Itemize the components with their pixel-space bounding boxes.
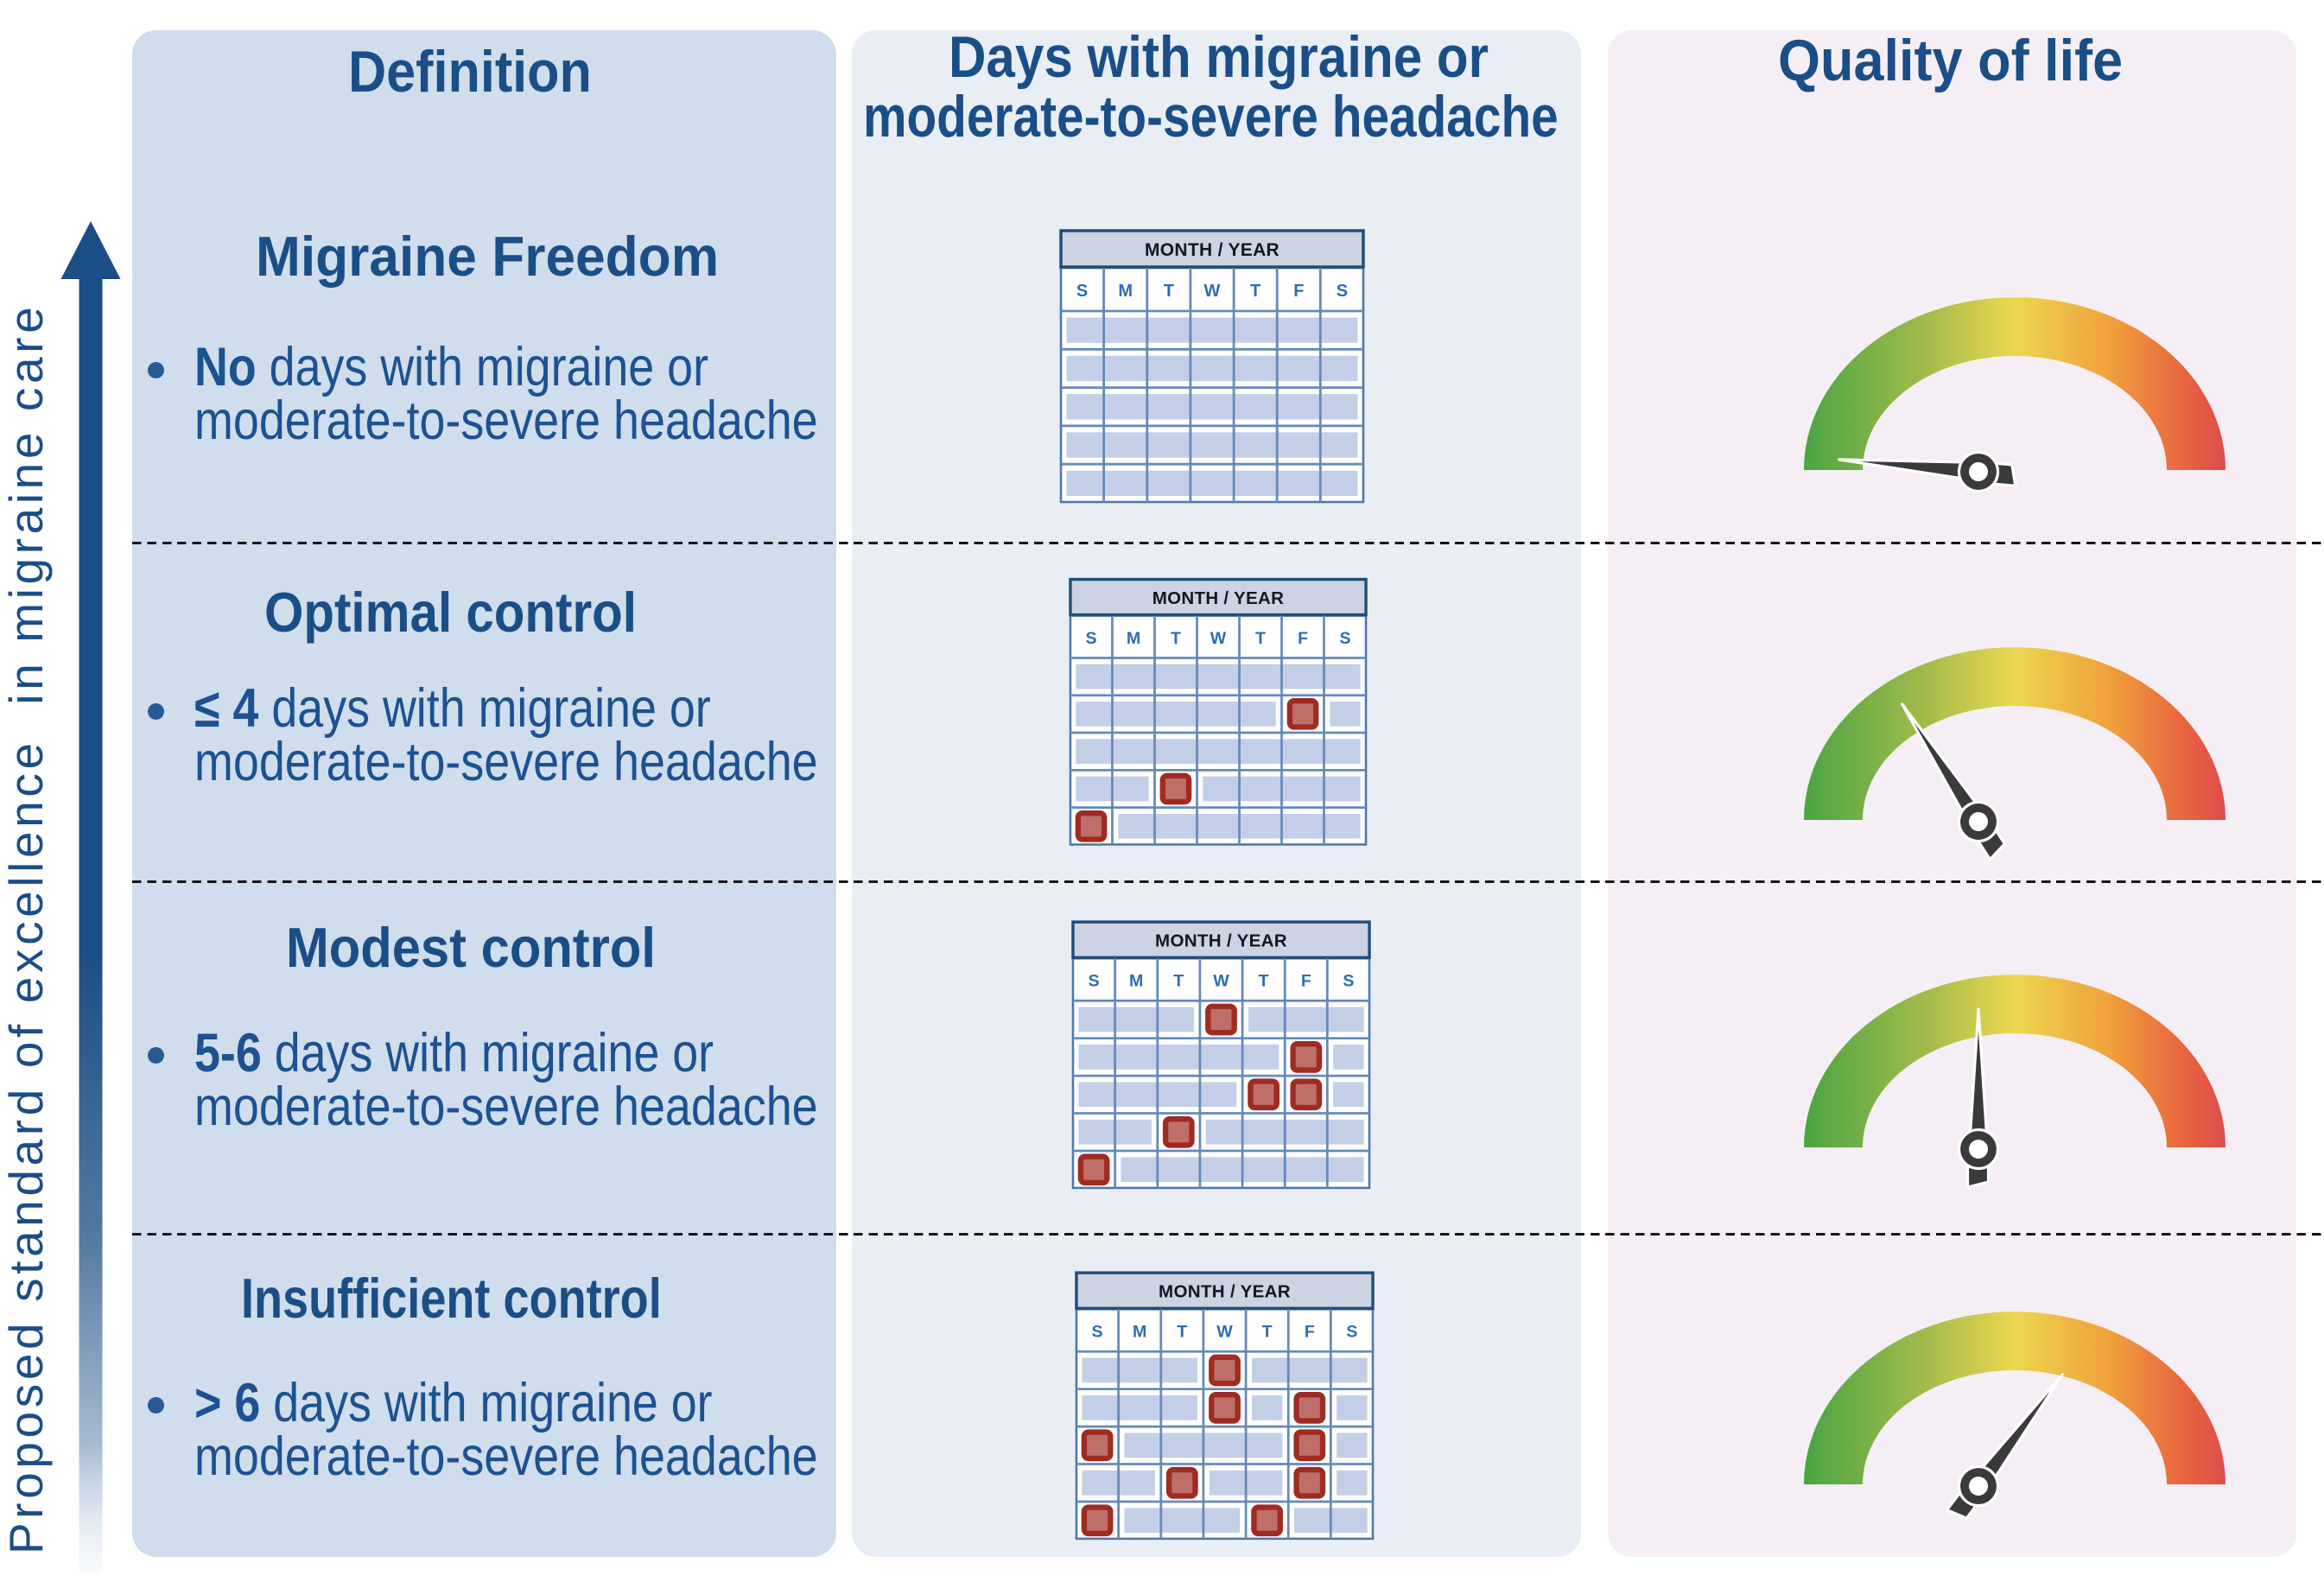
- svg-text:MONTH / YEAR: MONTH / YEAR: [1152, 588, 1284, 608]
- svg-text:S: S: [1076, 282, 1088, 301]
- svg-text:M: M: [1133, 1323, 1146, 1342]
- svg-text:S: S: [1346, 1323, 1357, 1342]
- svg-text:T: T: [1173, 972, 1184, 991]
- svg-text:W: W: [1210, 629, 1227, 648]
- svg-text:F: F: [1305, 1323, 1315, 1342]
- svg-text:MONTH / YEAR: MONTH / YEAR: [1159, 1282, 1291, 1302]
- svg-text:T: T: [1262, 1323, 1273, 1342]
- svg-text:F: F: [1301, 972, 1311, 991]
- svg-text:T: T: [1250, 282, 1260, 301]
- svg-text:F: F: [1293, 282, 1304, 301]
- svg-text:MONTH / YEAR: MONTH / YEAR: [1155, 931, 1287, 951]
- svg-text:T: T: [1259, 972, 1269, 991]
- svg-text:T: T: [1255, 629, 1266, 648]
- svg-text:M: M: [1118, 282, 1133, 301]
- svg-text:S: S: [1089, 972, 1100, 991]
- svg-text:S: S: [1092, 1323, 1103, 1342]
- svg-text:S: S: [1085, 629, 1096, 648]
- svg-text:S: S: [1337, 282, 1348, 301]
- svg-text:MONTH / YEAR: MONTH / YEAR: [1145, 240, 1279, 260]
- svg-text:W: W: [1213, 972, 1229, 991]
- svg-text:W: W: [1204, 282, 1221, 301]
- svg-text:S: S: [1339, 629, 1350, 648]
- svg-text:W: W: [1216, 1323, 1233, 1342]
- svg-text:M: M: [1129, 972, 1143, 991]
- svg-text:T: T: [1164, 282, 1174, 301]
- svg-text:S: S: [1343, 972, 1354, 991]
- svg-text:M: M: [1127, 629, 1140, 648]
- svg-text:T: T: [1171, 629, 1181, 648]
- svg-text:F: F: [1298, 629, 1308, 648]
- svg-text:T: T: [1177, 1323, 1187, 1342]
